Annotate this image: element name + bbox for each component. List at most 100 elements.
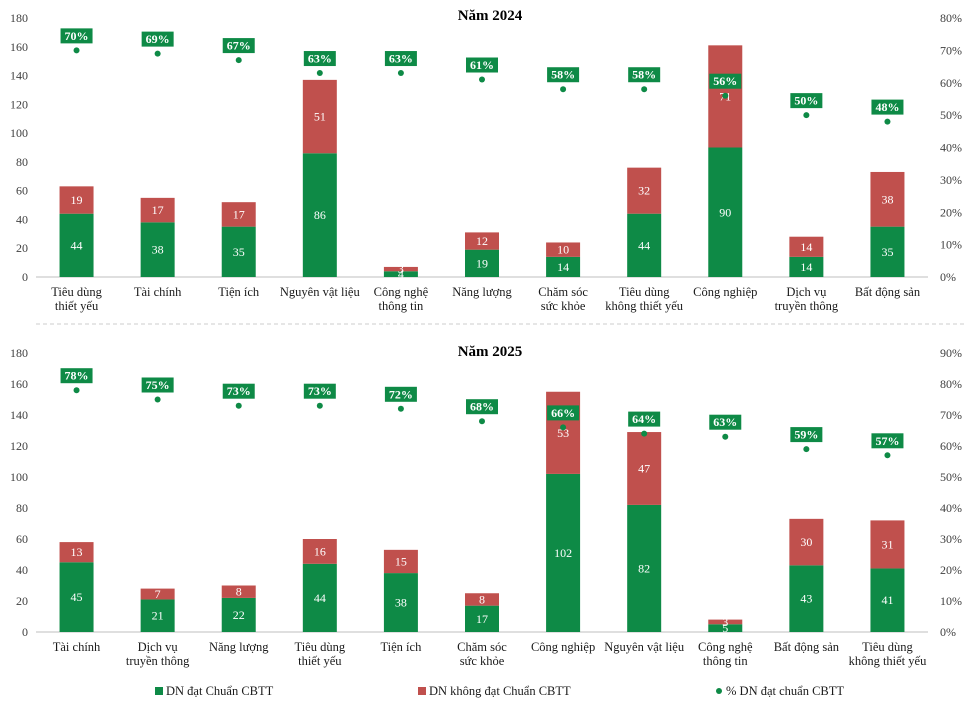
pct-marker xyxy=(235,402,242,409)
y-tick-label: 0 xyxy=(22,270,28,284)
bar-fail xyxy=(627,167,662,214)
pct-label: 61% xyxy=(470,58,494,72)
pct-marker xyxy=(235,57,242,64)
pct-marker xyxy=(884,118,891,125)
pct-marker xyxy=(73,47,80,54)
bar-pass xyxy=(546,256,581,277)
bar-fail xyxy=(627,432,662,505)
bar-pass-label: 38 xyxy=(152,243,164,257)
category-label: Tiêu dùng xyxy=(51,285,102,299)
bar-fail xyxy=(59,186,94,214)
pct-label: 72% xyxy=(389,387,413,401)
bar-pass-label: 35 xyxy=(881,245,893,259)
pct-label-box xyxy=(141,377,174,393)
bar-pass xyxy=(465,605,499,632)
category-label: Chăm sóc xyxy=(457,640,507,654)
pct-marker xyxy=(397,405,404,412)
bar-pass-label: 45 xyxy=(71,590,83,604)
bar-fail-label: 32 xyxy=(638,184,650,198)
bar-fail xyxy=(221,202,256,227)
y-tick-label: 0 xyxy=(22,625,28,639)
y-tick-label: 140 xyxy=(10,69,28,83)
bar-fail xyxy=(546,242,581,257)
pct-marker xyxy=(722,92,729,99)
y2-tick-label: 80% xyxy=(940,377,962,391)
pct-label: 58% xyxy=(551,68,575,82)
y2-tick-label: 20% xyxy=(940,205,962,219)
bar-pass-label: 102 xyxy=(554,546,572,560)
y2-tick-label: 60% xyxy=(940,76,962,90)
pct-label: 64% xyxy=(632,412,656,426)
bar-pass xyxy=(302,563,337,632)
y-tick-label: 180 xyxy=(10,11,28,25)
category-label: Năng lượng xyxy=(209,640,269,654)
legend-label-pass: DN đạt Chuẩn CBTT xyxy=(166,684,274,698)
pct-marker xyxy=(803,446,810,453)
category-label: Công nghệ xyxy=(698,640,753,654)
bar-fail-label: 3 xyxy=(722,615,728,629)
bar-fail xyxy=(465,593,499,606)
bar-pass xyxy=(789,256,824,277)
bar-pass-label: 82 xyxy=(638,561,650,575)
category-label: Dịch vụ xyxy=(786,285,827,299)
bar-pass-label: 44 xyxy=(314,591,326,605)
pct-marker xyxy=(316,70,323,77)
category-label: thông tin xyxy=(379,299,425,313)
pct-label: 78% xyxy=(65,369,89,383)
bar-pass-label: 22 xyxy=(233,608,245,622)
bar-fail-label: 3 xyxy=(398,262,404,276)
y-tick-label: 160 xyxy=(10,40,28,54)
y2-tick-label: 20% xyxy=(940,563,962,577)
category-label: không thiết yếu xyxy=(849,654,928,668)
bar-fail xyxy=(870,171,905,227)
bar-pass xyxy=(465,249,499,277)
bar-fail-label: 17 xyxy=(152,203,164,217)
pct-marker xyxy=(73,387,80,394)
bar-fail xyxy=(870,520,905,569)
pct-label: 73% xyxy=(227,384,251,398)
legend-marker-pct xyxy=(716,688,722,694)
bar-pass-label: 21 xyxy=(152,609,164,623)
y2-tick-label: 10% xyxy=(940,238,962,252)
bar-pass-label: 14 xyxy=(800,260,812,274)
pct-label: 63% xyxy=(389,52,413,66)
bar-pass xyxy=(221,597,256,632)
pct-label-box xyxy=(141,31,174,47)
pct-label-box xyxy=(790,427,823,443)
category-label: Bất động sản xyxy=(855,285,921,299)
category-label: truyền thông xyxy=(775,299,839,313)
bar-fail xyxy=(59,542,94,563)
y-tick-label: 160 xyxy=(10,377,28,391)
pct-label: 58% xyxy=(632,68,656,82)
bar-fail-label: 15 xyxy=(395,554,407,568)
bar-pass xyxy=(870,226,905,277)
pct-label: 68% xyxy=(470,400,494,414)
y2-tick-label: 30% xyxy=(940,532,962,546)
category-label: Tiêu dùng xyxy=(295,640,346,654)
bar-fail-label: 38 xyxy=(881,192,893,206)
y2-tick-label: 80% xyxy=(940,11,962,25)
pct-marker xyxy=(154,50,161,57)
pct-label-box xyxy=(60,28,93,44)
category-label: sức khỏe xyxy=(460,654,505,668)
y2-tick-label: 0% xyxy=(940,625,956,639)
y2-tick-label: 50% xyxy=(940,470,962,484)
bar-fail-label: 17 xyxy=(233,207,245,221)
bar-fail-label: 8 xyxy=(236,585,242,599)
pct-marker xyxy=(560,86,567,93)
bar-pass xyxy=(140,599,175,632)
bar-fail xyxy=(302,79,337,154)
pct-label-box xyxy=(547,405,580,421)
bar-pass-label: 86 xyxy=(314,208,326,222)
bar-pass-label: 4 xyxy=(398,267,404,281)
category-label: Dịch vụ xyxy=(138,640,179,654)
pct-label-box xyxy=(384,51,417,67)
bar-pass xyxy=(708,624,743,632)
bar-fail xyxy=(140,588,175,600)
y-tick-label: 40 xyxy=(16,563,28,577)
bar-pass xyxy=(59,562,94,632)
bar-fail-label: 53 xyxy=(557,426,569,440)
bar-pass xyxy=(708,147,743,277)
pct-label: 73% xyxy=(308,384,332,398)
